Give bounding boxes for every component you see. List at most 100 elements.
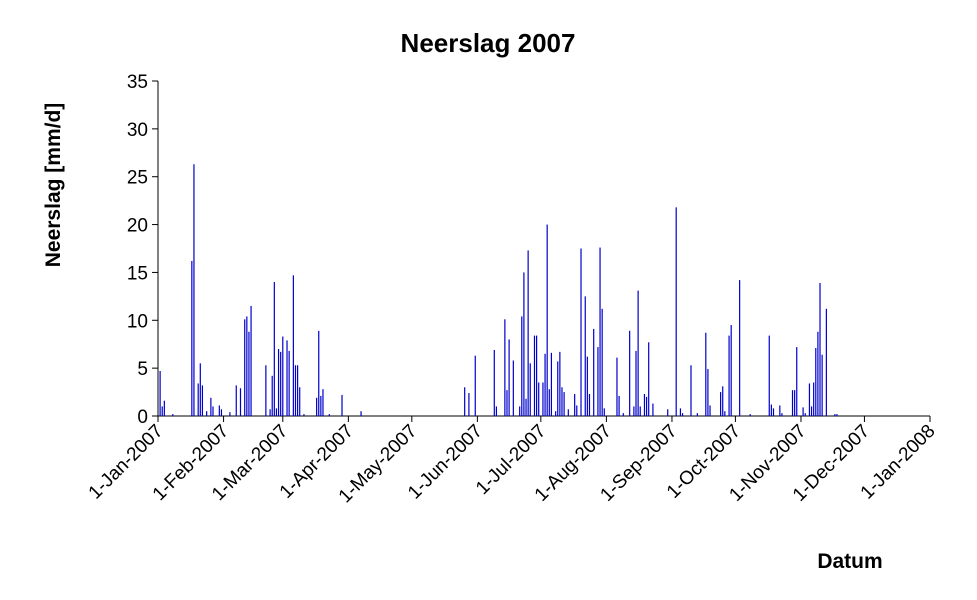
bar [239, 388, 242, 416]
bar [836, 414, 838, 416]
bar [548, 389, 550, 416]
bar [618, 395, 620, 416]
bar [206, 411, 208, 416]
bar [652, 403, 654, 416]
bar [235, 385, 237, 416]
bar [360, 411, 362, 416]
bar [464, 387, 466, 416]
bar [705, 332, 707, 416]
y-tick-label: 5 [137, 359, 148, 380]
bar [296, 365, 299, 416]
bar [303, 414, 305, 416]
bar [288, 350, 290, 416]
bar [834, 414, 836, 416]
bar [597, 347, 599, 416]
y-tick-label: 30 [127, 120, 148, 141]
bar [275, 408, 278, 416]
y-tick-label: 10 [127, 311, 148, 332]
bar [681, 413, 684, 416]
bar [525, 398, 527, 416]
bar [825, 308, 827, 416]
bar [506, 390, 508, 416]
bar [159, 371, 161, 416]
bar [603, 408, 605, 416]
bar [199, 363, 201, 416]
bar [563, 392, 565, 416]
bar [294, 365, 297, 416]
bar [586, 356, 588, 416]
bar [229, 412, 231, 416]
bar [535, 335, 538, 416]
bar [645, 396, 648, 416]
bar [813, 382, 815, 416]
bar [493, 349, 495, 416]
bar [802, 407, 804, 416]
bar [667, 409, 669, 416]
bar [546, 224, 548, 416]
bar [749, 414, 751, 416]
bar [265, 365, 267, 416]
bar [821, 354, 823, 416]
bar [341, 394, 343, 416]
bar [544, 353, 546, 416]
bar [328, 414, 330, 416]
y-tick-label: 25 [127, 168, 148, 189]
bar [248, 331, 250, 416]
bar [161, 406, 163, 416]
bar [709, 405, 711, 416]
y-tick-label: 15 [127, 263, 148, 284]
bar [690, 365, 692, 416]
bar [299, 387, 301, 416]
bar [508, 339, 510, 416]
bar [574, 393, 576, 416]
bar [542, 382, 544, 416]
bar [210, 397, 212, 416]
bar [810, 406, 813, 416]
bar [796, 347, 798, 416]
bar [696, 413, 698, 416]
bar [639, 406, 641, 416]
bar [794, 390, 796, 416]
bar [191, 260, 193, 416]
bar [707, 369, 709, 416]
bar [739, 280, 741, 416]
bar [819, 282, 821, 416]
bar [635, 350, 637, 416]
bar [728, 335, 730, 416]
bar [271, 375, 273, 416]
bar [172, 414, 174, 416]
bar [629, 330, 631, 416]
bar [320, 395, 322, 416]
bar [212, 406, 214, 416]
bar [675, 207, 677, 416]
bar [292, 275, 294, 416]
bar [576, 405, 578, 416]
bar [648, 342, 650, 416]
y-tick-label: 20 [127, 216, 148, 237]
bar [559, 351, 561, 416]
bar [512, 360, 514, 416]
bar [521, 316, 523, 416]
bar [643, 393, 646, 416]
bar [193, 164, 195, 416]
bar [772, 408, 775, 416]
bar [622, 413, 624, 416]
bar [779, 405, 781, 416]
bar [269, 409, 271, 416]
bar [474, 355, 476, 416]
bar [722, 386, 724, 416]
bar [616, 357, 618, 416]
bar [316, 397, 318, 416]
bar [567, 409, 569, 416]
bar [770, 404, 772, 416]
bar [637, 290, 639, 416]
bar [197, 383, 199, 416]
bar [601, 308, 603, 416]
bar [588, 393, 591, 416]
bar [768, 335, 770, 416]
x-axis-label: Datum [817, 550, 882, 573]
bar [533, 335, 536, 416]
bar [599, 247, 601, 416]
bar [781, 413, 783, 416]
bar [246, 316, 248, 416]
